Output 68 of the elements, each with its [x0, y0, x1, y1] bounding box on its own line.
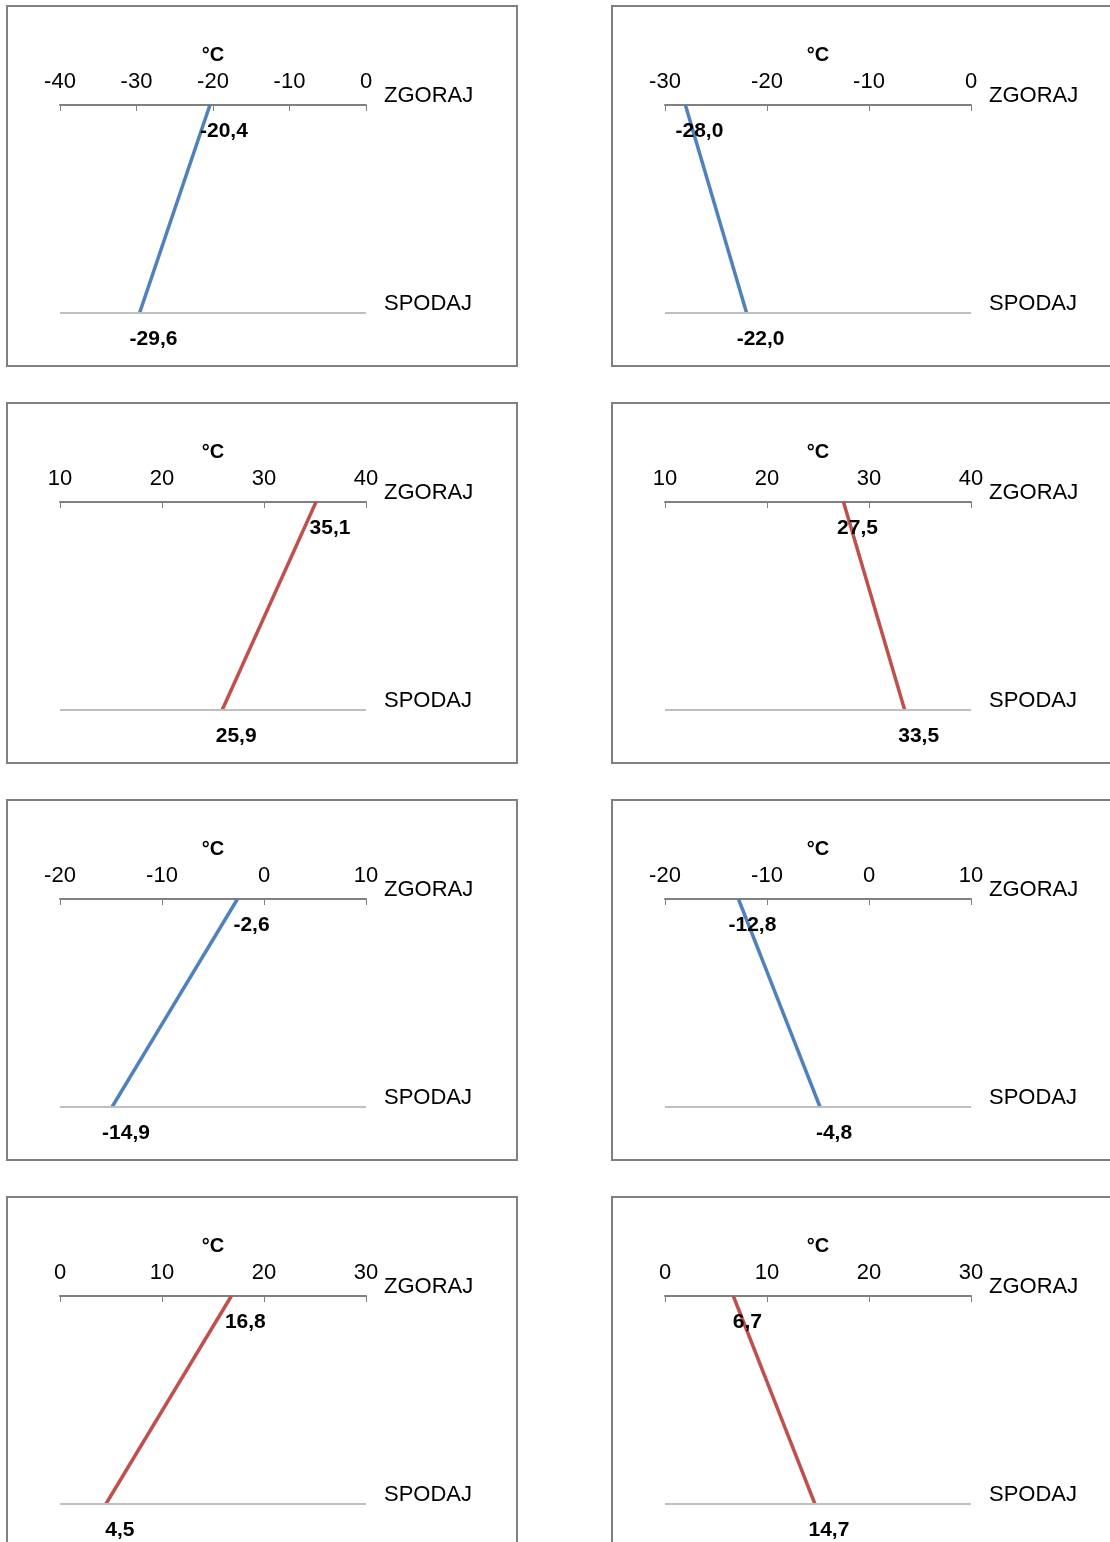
- y-tick-label: ZGORAJ: [989, 81, 1079, 107]
- data-label: 14,7: [808, 1517, 850, 1540]
- x-tick-label: 10: [652, 464, 678, 490]
- x-tick-label: 10: [754, 1258, 780, 1284]
- x-tick-label: 0: [862, 861, 876, 887]
- y-tick-label: ZGORAJ: [384, 1272, 474, 1298]
- x-axis-title: °C: [201, 837, 225, 860]
- x-tick-label: 30: [856, 464, 882, 490]
- data-label: -2,6: [233, 912, 270, 935]
- y-tick-label: SPODAJ: [384, 289, 473, 315]
- x-tick-label: 0: [964, 67, 978, 93]
- y-tick-label: SPODAJ: [989, 289, 1078, 315]
- x-tick-label: 40: [958, 464, 984, 490]
- x-tick-label: 20: [856, 1258, 882, 1284]
- x-axis-title: °C: [806, 440, 830, 463]
- y-tick-label: SPODAJ: [384, 1083, 473, 1109]
- x-tick-label: -20: [44, 861, 76, 887]
- y-tick-label: SPODAJ: [989, 1480, 1078, 1506]
- x-tick-label: 0: [658, 1258, 672, 1284]
- y-tick-label: ZGORAJ: [989, 478, 1079, 504]
- x-tick-label: 0: [257, 861, 271, 887]
- y-tick-label: SPODAJ: [989, 1083, 1078, 1109]
- y-tick-label: ZGORAJ: [384, 875, 474, 901]
- x-tick-label: -10: [853, 67, 885, 93]
- data-label: 35,1: [309, 515, 351, 538]
- x-tick-label: -20: [197, 67, 229, 93]
- x-tick-label: -20: [751, 67, 783, 93]
- data-label: -4,8: [815, 1120, 853, 1143]
- y-tick-label: ZGORAJ: [989, 875, 1079, 901]
- x-tick-label: 0: [53, 1258, 67, 1284]
- x-tick-label: -30: [120, 67, 153, 93]
- x-tick-label: 30: [251, 464, 277, 490]
- data-label: 16,8: [224, 1309, 267, 1332]
- y-tick-label: ZGORAJ: [384, 81, 474, 107]
- data-label: -22,0: [736, 326, 785, 349]
- x-tick-label: 10: [47, 464, 73, 490]
- data-label: 4,5: [105, 1517, 135, 1540]
- x-tick-label: -10: [146, 861, 178, 887]
- data-label: -29,6: [129, 326, 178, 349]
- x-axis-title: °C: [806, 43, 830, 66]
- x-axis-title: °C: [201, 43, 225, 66]
- y-tick-label: SPODAJ: [384, 1480, 473, 1506]
- data-label: 25,9: [215, 723, 257, 746]
- x-tick-label: 10: [149, 1258, 175, 1284]
- x-tick-label: 30: [958, 1258, 984, 1284]
- data-label: 33,5: [898, 723, 940, 746]
- y-tick-label: SPODAJ: [989, 686, 1078, 712]
- x-tick-label: 20: [754, 464, 780, 490]
- y-tick-label: SPODAJ: [384, 686, 473, 712]
- x-tick-label: 40: [353, 464, 379, 490]
- x-tick-label: 20: [149, 464, 175, 490]
- x-tick-label: 20: [251, 1258, 277, 1284]
- x-axis-title: °C: [201, 440, 225, 463]
- x-axis-title: °C: [806, 1234, 830, 1257]
- x-axis-title: °C: [806, 837, 830, 860]
- x-tick-label: 30: [353, 1258, 379, 1284]
- x-tick-label: -30: [649, 67, 681, 93]
- y-tick-label: ZGORAJ: [384, 478, 474, 504]
- x-tick-label: 10: [353, 861, 379, 887]
- x-tick-label: 10: [958, 861, 984, 887]
- data-label: -14,9: [102, 1120, 150, 1143]
- y-tick-label: ZGORAJ: [989, 1272, 1079, 1298]
- x-tick-label: -10: [273, 67, 306, 93]
- x-tick-label: -10: [751, 861, 783, 887]
- x-tick-label: 0: [359, 67, 373, 93]
- x-axis-title: °C: [201, 1234, 225, 1257]
- x-tick-label: -40: [44, 67, 76, 93]
- x-tick-label: -20: [649, 861, 681, 887]
